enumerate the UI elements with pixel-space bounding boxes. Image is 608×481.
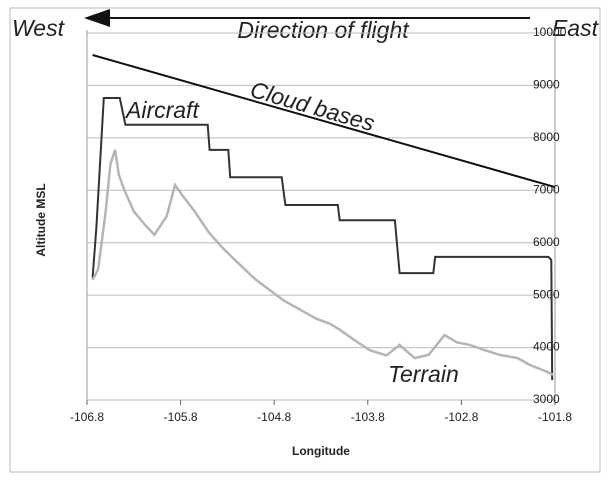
- x-tick-label: -105.8: [164, 410, 198, 424]
- y-tick-label: 5000: [533, 287, 560, 301]
- label-backdrop: [210, 20, 435, 44]
- y-tick-label: 3000: [533, 392, 560, 406]
- x-axis-label: Longitude: [292, 444, 350, 458]
- arrow-head: [84, 9, 110, 27]
- series-line: [91, 149, 554, 376]
- series-label: Terrain: [388, 361, 459, 387]
- series-label: Aircraft: [124, 97, 200, 123]
- annotation-direction: Direction of flight: [237, 17, 410, 43]
- x-tick-label: -102.8: [444, 410, 478, 424]
- y-tick-label: 10000: [533, 25, 567, 39]
- y-tick-label: 4000: [533, 340, 560, 354]
- y-tick-label: 9000: [533, 78, 560, 92]
- y-tick-label: 8000: [533, 130, 560, 144]
- frame: [9, 7, 601, 473]
- annotation-west: West: [12, 15, 66, 41]
- y-axis-label: Altitude MSL: [34, 183, 48, 256]
- y-tick-label: 6000: [533, 235, 560, 249]
- x-tick-label: -104.8: [257, 410, 291, 424]
- x-tick-label: -101.8: [538, 410, 572, 424]
- series-line: [91, 97, 554, 381]
- x-tick-label: -106.8: [70, 410, 104, 424]
- annotation-east: East: [552, 15, 600, 41]
- series-line: [92, 54, 556, 189]
- x-tick-label: -103.8: [351, 410, 385, 424]
